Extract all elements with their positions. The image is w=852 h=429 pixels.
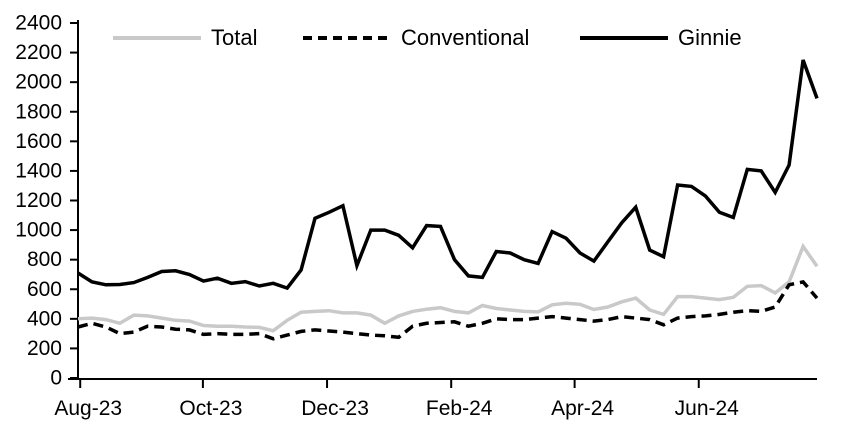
legend-item-total: Total [113, 27, 257, 49]
y-tick-label: 1000 [15, 219, 62, 242]
x-tick-label: Aug-23 [54, 397, 122, 420]
total-line-swatch-icon [113, 36, 201, 40]
series-line-conventional [77, 279, 819, 341]
y-tick-label: 1400 [15, 159, 62, 182]
y-tick-label: 2400 [15, 12, 62, 35]
legend-item-ginnie: Ginnie [580, 27, 742, 49]
series-line-ginnie [77, 59, 819, 291]
y-tick-label: 200 [27, 337, 62, 360]
legend-label-total: Total [211, 25, 258, 50]
legend-item-conventional: Conventional [303, 27, 529, 49]
x-tick-label: Feb-24 [426, 397, 493, 420]
y-tick-label: 1200 [15, 189, 62, 212]
legend-label-ginnie: Ginnie [678, 25, 742, 50]
y-tick-label: 600 [27, 278, 62, 301]
y-tick-label: 1600 [15, 130, 62, 153]
x-tick-label: Dec-23 [301, 397, 369, 420]
conventional-line-swatch-icon [303, 36, 391, 40]
legend-label-conventional: Conventional [401, 25, 530, 50]
y-tick-label: 1800 [15, 100, 62, 123]
y-tick-label: 2200 [15, 41, 62, 64]
x-tick-label: Apr-24 [551, 397, 614, 420]
series-line-total [77, 242, 819, 333]
y-tick-label: 0 [50, 367, 62, 390]
ginnie-line-swatch-icon [580, 36, 668, 40]
x-tick-label: Oct-23 [179, 397, 242, 420]
y-tick-label: 2000 [15, 71, 62, 94]
y-tick-label: 400 [27, 307, 62, 330]
legend: Total Conventional Ginnie [0, 0, 852, 60]
y-tick-label: 800 [27, 248, 62, 271]
x-tick-label: Jun-24 [675, 397, 740, 420]
